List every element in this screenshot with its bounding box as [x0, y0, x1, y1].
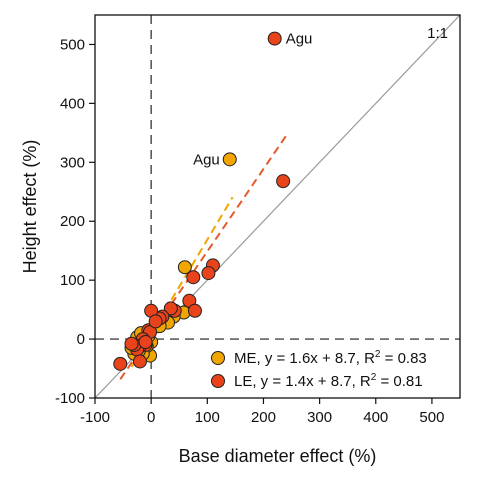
legend-text-suffix: = 0.81 [376, 373, 422, 390]
legend-text-prefix: ME, y = 1.6x + 8.7, R [234, 350, 375, 367]
y-tick-label: 0 [77, 331, 85, 348]
data-point-le [188, 304, 201, 317]
data-point-le [202, 267, 215, 280]
legend-entry-le: LE, y = 1.4x + 8.7, R2 = 0.81 [234, 372, 423, 390]
data-point-me [223, 153, 236, 166]
data-point-le [139, 336, 152, 349]
y-tick-label: 500 [60, 36, 85, 53]
x-tick-label: 300 [307, 409, 332, 426]
data-point-le [114, 357, 127, 370]
x-tick-label: 100 [195, 409, 220, 426]
legend-entry-me: ME, y = 1.6x + 8.7, R2 = 0.83 [234, 349, 427, 367]
legend-marker-le [212, 375, 225, 388]
legend-text-prefix: LE, y = 1.4x + 8.7, R [234, 373, 371, 390]
x-tick-label: 200 [251, 409, 276, 426]
y-tick-label: 200 [60, 213, 85, 230]
y-axis-title: Height effect (%) [20, 140, 40, 274]
point-label: Agu [193, 151, 220, 168]
y-tick-label: -100 [55, 390, 85, 407]
y-tick-label: 400 [60, 95, 85, 112]
data-point-le [268, 32, 281, 45]
data-point-le [125, 337, 138, 350]
legend-text-suffix: = 0.83 [380, 350, 426, 367]
data-point-le [133, 355, 146, 368]
x-tick-label: -100 [80, 409, 110, 426]
data-point-le [187, 271, 200, 284]
y-tick-label: 300 [60, 154, 85, 171]
x-axis-title: Base diameter effect (%) [179, 446, 377, 466]
data-point-le [149, 315, 162, 328]
data-point-le [277, 175, 290, 188]
x-tick-label: 400 [363, 409, 388, 426]
legend-marker-me [212, 352, 225, 365]
x-tick-label: 500 [419, 409, 444, 426]
one-to-one-label: 1:1 [427, 25, 448, 42]
y-tick-label: 100 [60, 272, 85, 289]
x-tick-label: 0 [147, 409, 155, 426]
point-label: Agu [286, 31, 313, 48]
